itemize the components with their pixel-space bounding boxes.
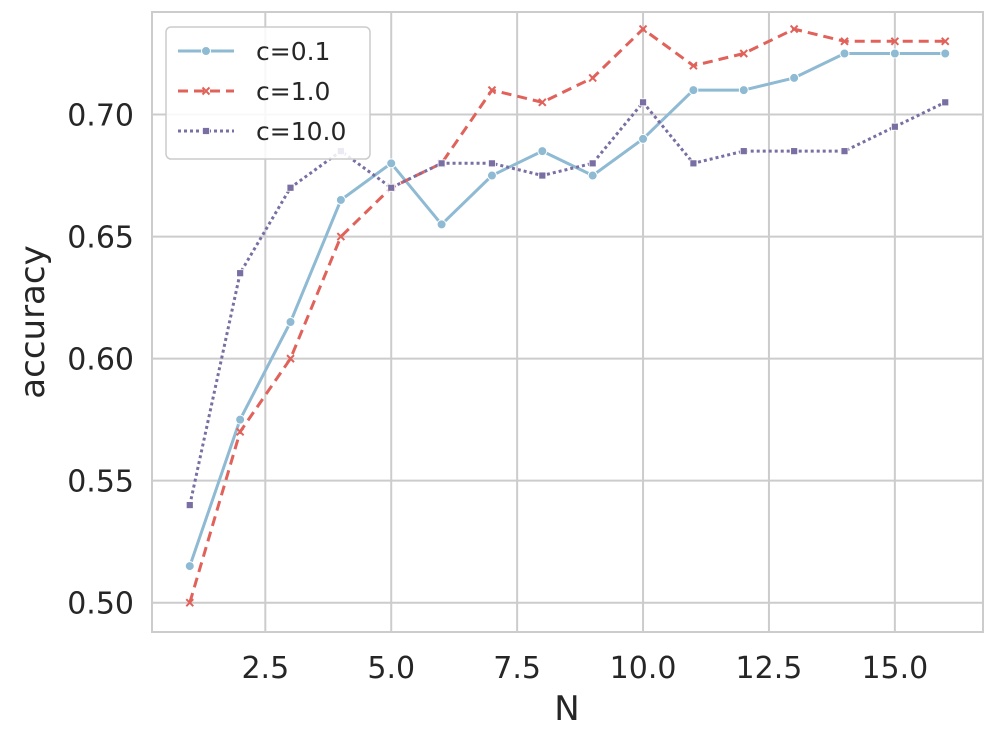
- data-point-c-10-0: [185, 501, 194, 509]
- data-point-c-10-0: [941, 98, 950, 107]
- data-point-c-0-1: [688, 85, 699, 96]
- data-point-c-1-0: [185, 598, 194, 607]
- y-tick-label: 0.70: [67, 99, 134, 134]
- legend-label: c=0.1: [256, 37, 330, 66]
- x-axis-title: N: [554, 689, 579, 729]
- x-tick-label: 2.5: [241, 651, 289, 686]
- series-line-c-1-0: [188, 27, 946, 604]
- series-c-0-1: [184, 48, 951, 572]
- series-c-10-0: [185, 98, 950, 509]
- data-point-c-0-1: [789, 72, 800, 83]
- data-point-c-0-1: [386, 158, 397, 169]
- series-line-c-0-1: [188, 52, 946, 567]
- legend-label: c=10.0: [256, 117, 346, 146]
- y-axis-title: accuracy: [13, 245, 53, 398]
- data-point-c-0-1: [184, 561, 195, 572]
- data-point-c-10-0: [236, 269, 245, 278]
- data-point-c-0-1: [839, 48, 850, 59]
- data-point-c-0-1: [235, 414, 246, 425]
- data-point-c-1-0: [789, 24, 799, 34]
- data-point-c-0-1: [537, 146, 548, 157]
- data-point-c-10-0: [538, 171, 547, 180]
- data-point-c-10-0: [739, 147, 748, 156]
- plot-frame: [151, 11, 984, 633]
- legend-label: c=1.0: [256, 77, 330, 106]
- data-point-c-1-0: [588, 73, 597, 83]
- legend-marker: [201, 46, 211, 56]
- data-point-c-10-0: [488, 159, 496, 168]
- data-point-c-10-0: [840, 147, 849, 156]
- y-tick-label: 0.65: [67, 221, 134, 256]
- x-tick-label: 10.0: [610, 651, 677, 686]
- data-point-c-10-0: [437, 159, 446, 168]
- data-point-c-0-1: [738, 85, 749, 96]
- y-tick-label: 0.55: [67, 465, 134, 500]
- y-axis-ticks: 0.50 0.55 0.60 0.65 0.70: [67, 99, 134, 622]
- data-point-c-1-0: [286, 354, 295, 363]
- legend-item-c-10-0: c=10.0: [178, 117, 346, 146]
- y-tick-label: 0.60: [67, 343, 134, 378]
- series-layer: [184, 24, 951, 607]
- legend-frame: [165, 26, 371, 160]
- data-point-c-10-0: [639, 98, 647, 107]
- data-point-c-0-1: [436, 219, 447, 230]
- legend: c=0.1 c=1.0 c=10.0: [165, 26, 371, 160]
- data-point-c-1-0: [336, 232, 346, 241]
- data-point-c-10-0: [286, 183, 295, 192]
- data-point-c-0-1: [335, 194, 346, 205]
- x-tick-label: 12.5: [736, 651, 803, 686]
- data-point-c-0-1: [587, 170, 598, 181]
- x-tick-label: 7.5: [493, 651, 541, 686]
- data-point-c-10-0: [387, 183, 396, 192]
- data-point-c-1-0: [840, 37, 849, 46]
- x-axis-ticks: 2.5 5.0 7.5 10.0 12.5 15.0: [241, 651, 928, 686]
- data-point-c-10-0: [588, 159, 597, 168]
- data-point-c-1-0: [890, 37, 900, 46]
- data-point-c-0-1: [638, 133, 649, 144]
- legend-marker: [202, 127, 210, 135]
- data-point-c-0-1: [940, 48, 951, 59]
- data-point-c-1-0: [538, 98, 547, 107]
- series-line-c-10-0: [188, 100, 946, 506]
- data-point-c-10-0: [689, 159, 698, 168]
- data-point-c-10-0: [890, 122, 899, 131]
- legend-item-c-1-0: c=1.0: [178, 77, 330, 106]
- x-tick-label: 5.0: [367, 651, 415, 686]
- legend-item-c-0-1: c=0.1: [178, 37, 330, 66]
- data-point-c-1-0: [941, 37, 950, 46]
- x-tick-label: 15.0: [861, 651, 928, 686]
- data-point-c-1-0: [638, 24, 648, 34]
- legend-marker: [201, 86, 211, 96]
- data-point-c-1-0: [739, 49, 748, 58]
- data-point-c-1-0: [487, 85, 497, 95]
- data-point-c-0-1: [486, 170, 497, 181]
- data-point-c-0-1: [889, 48, 900, 59]
- data-point-c-1-0: [689, 61, 698, 70]
- y-tick-label: 0.50: [67, 587, 134, 622]
- data-point-c-1-0: [235, 427, 245, 437]
- data-point-c-0-1: [285, 317, 296, 327]
- data-point-c-10-0: [790, 147, 799, 156]
